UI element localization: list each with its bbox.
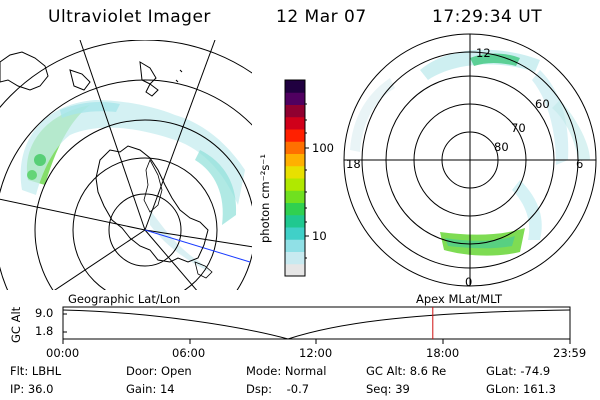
instrument-title: Ultraviolet Imager	[48, 7, 211, 27]
time-label: 17:29:34 UT	[432, 7, 543, 27]
colorbar-segment	[285, 116, 305, 130]
glon-info: GLon: 161.3	[486, 382, 556, 396]
alt-xtick-0: 00:00	[46, 346, 80, 360]
colorbar-segment	[285, 153, 305, 167]
ip-info: IP: 36.0	[10, 382, 54, 396]
geographic-map	[0, 40, 252, 290]
glat-info: GLat: -74.9	[486, 364, 551, 378]
date-label: 12 Mar 07	[276, 7, 367, 27]
colorbar-segment	[285, 178, 305, 191]
alt-xtick-1: 06:00	[172, 346, 206, 360]
colorbar-segment	[285, 263, 305, 277]
alt-xtick-3: 18:00	[426, 346, 460, 360]
lat-label-60: 60	[535, 97, 550, 111]
mlt-label-0: 0	[465, 275, 473, 289]
colorbar-segment	[285, 239, 305, 252]
colorbar-tick-100: 100	[312, 141, 334, 155]
mlt-label-12: 12	[476, 46, 491, 60]
colorbar-segment	[285, 80, 305, 93]
colorbar	[285, 80, 305, 277]
colorbar-segment	[285, 104, 305, 118]
mode-info: Mode: Normal	[246, 364, 327, 378]
colorbar-segment	[285, 141, 305, 154]
colorbar-segment	[285, 129, 305, 142]
alt-xtick-4: 23:59	[553, 346, 587, 360]
colorbar-segment	[285, 202, 305, 216]
lat-label-70: 70	[511, 121, 526, 135]
alt-ytick-bottom: 1.8	[35, 324, 54, 338]
colorbar-segment	[285, 214, 305, 228]
mlt-label-18: 18	[346, 157, 361, 171]
colorbar-segment	[285, 92, 305, 105]
apex-caption: Apex MLat/MLT	[416, 292, 503, 306]
door-info: Door: Open	[126, 364, 192, 378]
filter-info: Flt: LBHL	[10, 364, 62, 378]
colorbar-unit-label: photon cm⁻²s⁻¹	[258, 154, 272, 243]
gc-alt-info: GC Alt: 8.6 Re	[366, 364, 447, 378]
seq-info: Seq: 39	[366, 382, 410, 396]
lat-label-80: 80	[494, 140, 509, 154]
geographic-caption: Geographic Lat/Lon	[68, 292, 181, 306]
colorbar-segment	[285, 227, 305, 240]
alt-xtick-2: 12:00	[299, 346, 333, 360]
dsp-info: Dsp: -0.7	[246, 382, 310, 396]
colorbar-segment	[285, 165, 305, 179]
mlt-label-6: 6	[576, 157, 584, 171]
alt-ylabel: GC Alt	[9, 306, 23, 343]
colorbar-segment	[285, 251, 305, 265]
colorbar-tick-10: 10	[312, 229, 327, 243]
alt-ytick-top: 9.0	[35, 306, 54, 320]
gain-info: Gain: 14	[126, 382, 175, 396]
apex-map	[350, 49, 590, 256]
colorbar-segment	[285, 190, 305, 203]
